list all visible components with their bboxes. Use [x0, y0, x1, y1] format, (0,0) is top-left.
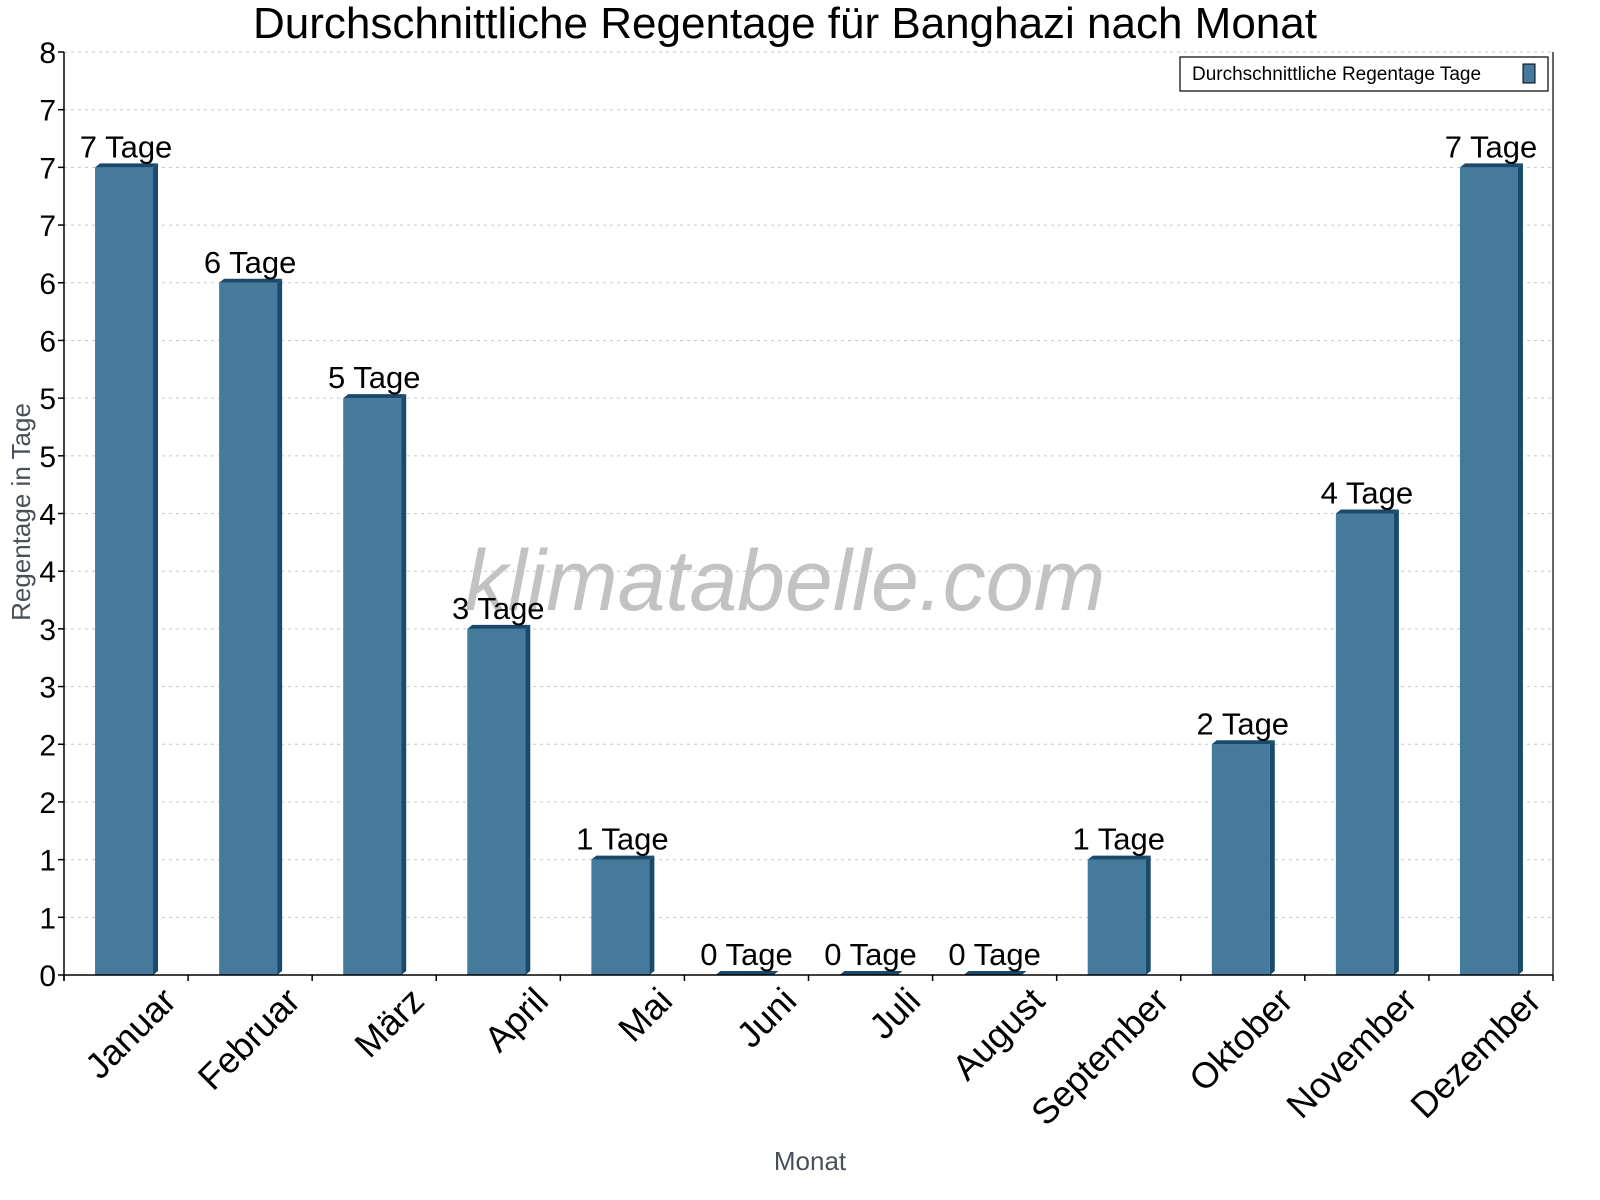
bar-top: [839, 971, 903, 975]
bar-top: [1459, 163, 1523, 168]
x-tick-label: Dezember: [1402, 980, 1548, 1126]
chart-title: Durchschnittliche Regentage für Banghazi…: [253, 0, 1317, 48]
bar-side: [1145, 855, 1151, 975]
bar-side: [1269, 740, 1275, 975]
bar-value-label: 1 Tage: [1072, 822, 1165, 857]
y-tick-label: 7: [39, 152, 56, 185]
legend: Durchschnittliche Regentage Tage: [1179, 56, 1549, 92]
x-tick-label: Juli: [861, 980, 928, 1047]
y-tick-label: 2: [39, 787, 56, 820]
bar-front: [591, 859, 650, 975]
bar-value-label: 1 Tage: [576, 822, 669, 857]
watermark: klimatabelle.com: [465, 533, 1105, 629]
bar-top: [1087, 855, 1151, 860]
bar-value-label: 3 Tage: [452, 591, 545, 626]
y-tick-label: 3: [39, 614, 56, 647]
x-tick-labels: Januar Februar März April Mai Juni Juli AugustS…: [77, 980, 1549, 1134]
bar-front: [343, 398, 402, 975]
y-tick-label: 2: [39, 729, 56, 762]
bar-value-label: 7 Tage: [1445, 129, 1538, 164]
y-tick-label: 8: [39, 37, 56, 70]
bar: 2 Tage: [1197, 706, 1290, 975]
bar: 0 Tage: [824, 937, 917, 975]
bars: 7 Tage 6 Tage 5 Tage 3 Tage 1 Tage 0 Tage 0 Ta…: [80, 129, 1537, 975]
y-tick-label: 1: [39, 902, 56, 935]
y-tick-label: 1: [39, 845, 56, 878]
bar: 7 Tage: [80, 129, 173, 975]
y-tick-label: 4: [39, 556, 56, 589]
x-tick-label: Juni: [728, 980, 804, 1056]
bar-value-label: 5 Tage: [328, 360, 421, 395]
bar-top: [1211, 740, 1275, 745]
bar: 4 Tage: [1321, 476, 1414, 975]
bar: 0 Tage: [700, 937, 793, 975]
bar-top: [95, 163, 159, 168]
bar-value-label: 4 Tage: [1321, 476, 1414, 511]
y-tick-label: 7: [39, 95, 56, 128]
bar: 3 Tage: [452, 591, 545, 975]
y-axis-title: Regentage in Tage: [6, 403, 36, 621]
legend-label: Durchschnittliche Regentage Tage: [1192, 64, 1481, 85]
bar-value-label: 6 Tage: [204, 245, 297, 280]
bar-front: [1087, 859, 1146, 975]
bar-side: [277, 278, 283, 975]
bar-top: [219, 278, 283, 283]
bar-side: [1393, 509, 1399, 975]
y-tick-label: 4: [39, 499, 56, 532]
bar-top: [343, 394, 407, 399]
x-tick-label: August: [944, 980, 1052, 1088]
bar-value-label: 0 Tage: [700, 937, 793, 972]
x-tick-label: Februar: [190, 980, 308, 1098]
bar-front: [1335, 513, 1394, 975]
bar-top: [591, 855, 655, 860]
bar: 1 Tage: [576, 822, 669, 975]
bar-front: [1211, 744, 1270, 975]
y-tick-label: 0: [39, 960, 56, 993]
bar-top: [715, 971, 779, 975]
y-tick-label: 3: [39, 672, 56, 705]
bar-top: [467, 624, 531, 629]
x-tick-label: Mai: [610, 980, 680, 1050]
bar-value-label: 7 Tage: [80, 129, 173, 164]
x-tick-label: Oktober: [1181, 980, 1301, 1100]
bar: 1 Tage: [1072, 822, 1165, 975]
bar-side: [1517, 163, 1523, 975]
bar-front: [1459, 167, 1518, 975]
y-tick-label: 5: [39, 383, 56, 416]
legend-swatch: [1522, 63, 1536, 84]
bar-value-label: 0 Tage: [824, 937, 917, 972]
bar-front: [467, 628, 526, 975]
y-tick-label: 7: [39, 210, 56, 243]
bar: 7 Tage: [1445, 129, 1538, 975]
bar-side: [525, 624, 531, 975]
x-tick-label: Januar: [77, 980, 184, 1087]
bar-side: [153, 163, 159, 975]
x-tick-label: November: [1278, 980, 1424, 1126]
bar: 6 Tage: [204, 245, 297, 975]
bar-value-label: 0 Tage: [948, 937, 1041, 972]
bar-top: [1335, 509, 1399, 514]
x-axis-title: Monat: [774, 1146, 847, 1176]
y-tick-label: 6: [39, 268, 56, 301]
bar-value-label: 2 Tage: [1197, 706, 1290, 741]
bar: 0 Tage: [948, 937, 1041, 975]
bar: 5 Tage: [328, 360, 421, 975]
axes: 0 1 1 2 2 3 3 4 4 5 5 6 6 7 7 7 8: [39, 37, 1554, 993]
x-tick-label: April: [476, 980, 556, 1060]
legend-box: [1179, 56, 1549, 92]
bar-front: [219, 282, 278, 975]
bar-top: [963, 971, 1027, 975]
bar-side: [649, 855, 655, 975]
y-tick-label: 6: [39, 325, 56, 358]
y-tick-label: 5: [39, 441, 56, 474]
x-tick-label: März: [346, 980, 432, 1066]
bar-front: [95, 167, 154, 975]
gridlines: [64, 51, 1553, 918]
bar-side: [401, 394, 407, 975]
